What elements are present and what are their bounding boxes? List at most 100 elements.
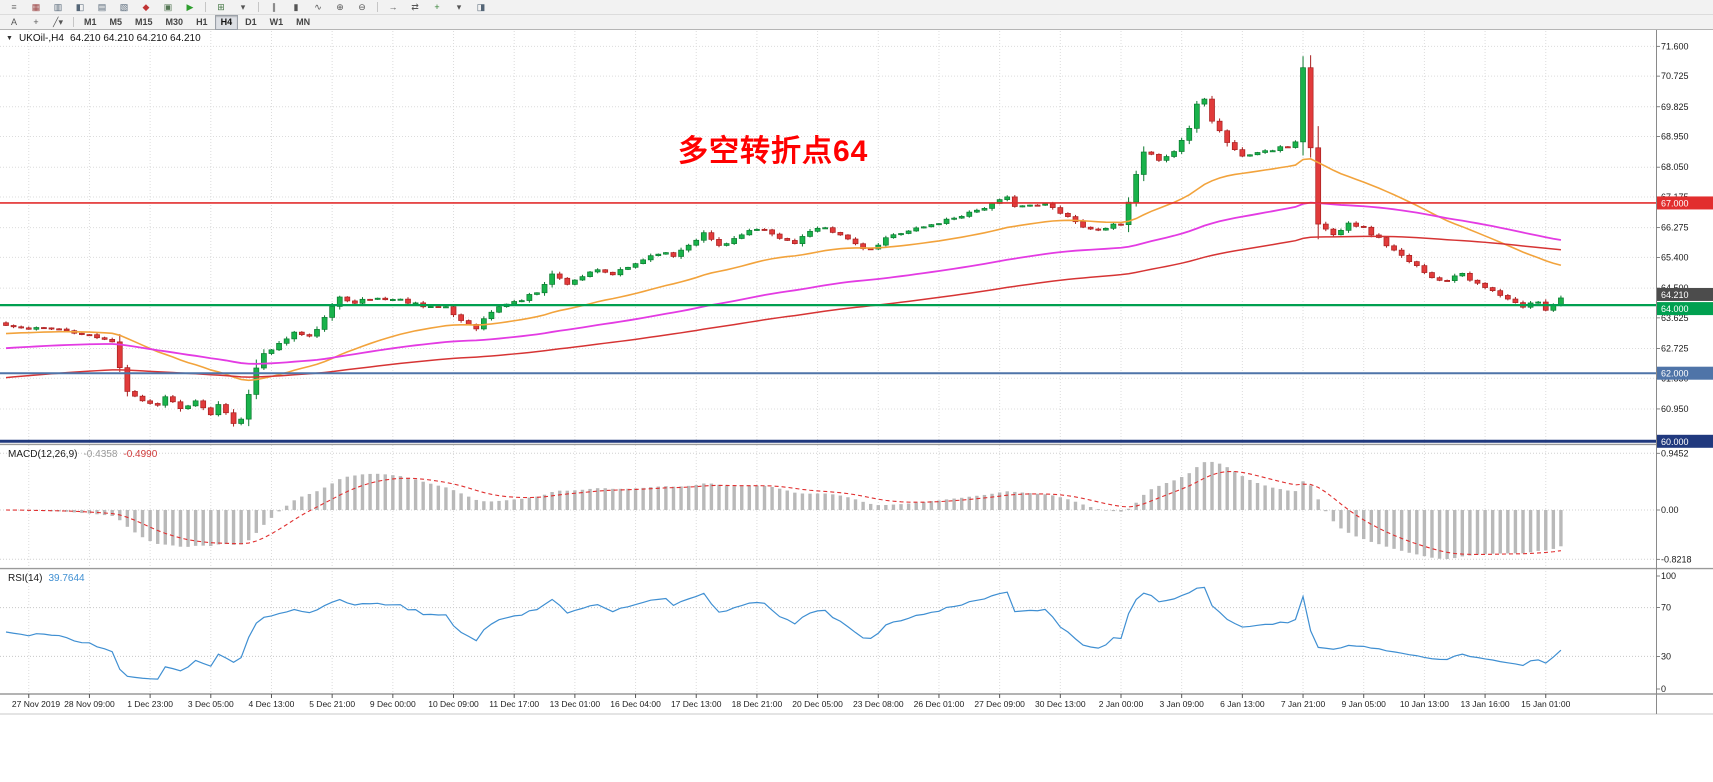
date-tick-label: 4 Dec 13:00 bbox=[249, 699, 295, 709]
macd-signal-value: -0.4990 bbox=[123, 449, 158, 460]
hline-price-tag bbox=[1657, 196, 1713, 210]
pane-separators bbox=[0, 443, 1713, 715]
timeframe-h1[interactable]: H1 bbox=[196, 17, 208, 27]
new-chart-icon[interactable]: ⊞ bbox=[217, 1, 225, 12]
date-tick-label: 13 Dec 01:00 bbox=[550, 699, 601, 709]
date-tick-label: 11 Dec 17:00 bbox=[489, 699, 539, 709]
toolbars-handle[interactable]: ≡ bbox=[11, 1, 17, 12]
chart-annotation-text: 多空转折点64 bbox=[678, 135, 869, 168]
toolbar-standard: ≡ ▦ ▥ ◧ ▤ ▧ ◆ ▣ ▶ ⊞ ▾ ∥ ▮ ∿ ⊕ ⊖ → ⇄ + ▾ ◨ bbox=[0, 0, 1713, 15]
macd-tick-label: -0.8218 bbox=[1661, 554, 1692, 564]
date-tick-label: 3 Dec 05:00 bbox=[188, 699, 234, 709]
line-chart-icon[interactable]: ∿ bbox=[314, 1, 322, 12]
price-tick-label: 71.600 bbox=[1661, 41, 1689, 51]
macd-signal-line bbox=[5, 470, 1562, 555]
timeframe-switcher: M1 M5 M15 M30 H1 H4 D1 W1 MN bbox=[78, 14, 317, 30]
autotrading-icon[interactable]: ▶ bbox=[186, 1, 194, 12]
rsi-indicator-label: RSI(14) 39.7644 bbox=[8, 573, 85, 584]
price-tick-label: 60.950 bbox=[1661, 404, 1689, 414]
zoom-out-icon[interactable]: ⊖ bbox=[358, 1, 366, 12]
date-tick-label: 7 Jan 21:00 bbox=[1281, 699, 1326, 709]
rsi-line bbox=[5, 586, 1562, 680]
date-tick-label: 30 Dec 13:00 bbox=[1035, 699, 1086, 709]
candlestick-chart-icon[interactable]: ▮ bbox=[293, 1, 299, 12]
date-tick-label: 23 Dec 08:00 bbox=[853, 699, 904, 709]
timeframe-m30[interactable]: M30 bbox=[165, 17, 184, 27]
rsi-value: 39.7644 bbox=[48, 573, 85, 584]
macd-main-value: -0.4358 bbox=[83, 449, 118, 460]
timeframe-mn[interactable]: MN bbox=[296, 17, 311, 27]
zoom-in-icon[interactable]: ⊕ bbox=[336, 1, 344, 12]
periods-dropdown-icon[interactable]: ▾ bbox=[456, 1, 462, 12]
price-tick-label: 62.725 bbox=[1661, 344, 1689, 354]
hline-price-tag bbox=[1657, 366, 1713, 380]
date-tick-label: 16 Dec 04:00 bbox=[610, 699, 661, 709]
timeframe-m15[interactable]: M15 bbox=[135, 17, 153, 27]
date-tick-label: 28 Nov 09:00 bbox=[64, 699, 115, 709]
date-tick-label: 20 Dec 05:00 bbox=[792, 699, 843, 709]
svg-text:67.000: 67.000 bbox=[1661, 198, 1689, 208]
grid-layer bbox=[0, 31, 1656, 693]
timeframe-d1[interactable]: D1 bbox=[245, 17, 257, 27]
price-axis: 71.60070.72569.82568.95068.05067.17566.2… bbox=[1656, 30, 1692, 714]
line-studies-dropdown[interactable]: ╱▾ bbox=[53, 16, 63, 27]
toolbar-separator bbox=[377, 2, 378, 12]
price-tick-label: 70.725 bbox=[1661, 71, 1689, 81]
price-tick-label: 69.825 bbox=[1661, 102, 1689, 112]
timeframe-h4[interactable]: H4 bbox=[214, 14, 239, 30]
navigator-icon[interactable]: ◧ bbox=[75, 1, 85, 12]
date-tick-label: 27 Nov 2019 bbox=[12, 699, 60, 709]
macd-name: MACD(12,26,9) bbox=[8, 449, 78, 460]
svg-text:64.210: 64.210 bbox=[1661, 290, 1689, 300]
price-tick-label: 66.275 bbox=[1661, 223, 1689, 233]
indicators-icon[interactable]: + bbox=[434, 1, 440, 12]
date-tick-label: 18 Dec 21:00 bbox=[732, 699, 783, 709]
metaeditor-icon[interactable]: ▣ bbox=[163, 1, 173, 12]
text-label-tool[interactable]: A bbox=[10, 16, 17, 27]
rsi-tick-label: 0 bbox=[1661, 684, 1666, 694]
macd-tick-label: 0.9452 bbox=[1661, 448, 1689, 458]
terminal-icon[interactable]: ▤ bbox=[97, 1, 107, 12]
current-price-tag bbox=[1657, 287, 1713, 301]
rsi-tick-label: 100 bbox=[1661, 571, 1676, 581]
profiles-dropdown-icon[interactable]: ▾ bbox=[240, 1, 246, 12]
ma-fast-orange bbox=[5, 158, 1562, 382]
timeframe-m1[interactable]: M1 bbox=[84, 17, 97, 27]
date-tick-label: 6 Jan 13:00 bbox=[1220, 699, 1265, 709]
bar-chart-icon[interactable]: ∥ bbox=[271, 1, 277, 12]
line-studies-tools: A + ╱▾ bbox=[3, 15, 69, 30]
date-tick-label: 13 Jan 16:00 bbox=[1460, 699, 1509, 709]
date-tick-label: 27 Dec 09:00 bbox=[974, 699, 1025, 709]
timeframe-m5[interactable]: M5 bbox=[109, 17, 123, 27]
date-tick-label: 10 Jan 13:00 bbox=[1400, 699, 1449, 709]
strategy-tester-icon[interactable]: ▧ bbox=[119, 1, 129, 12]
toolbar-separator bbox=[258, 2, 259, 12]
price-tick-label: 68.950 bbox=[1661, 132, 1689, 142]
svg-text:62.000: 62.000 bbox=[1661, 369, 1689, 379]
date-tick-label: 15 Jan 01:00 bbox=[1521, 699, 1570, 709]
date-tick-label: 2 Jan 00:00 bbox=[1099, 699, 1144, 709]
ma-slow-red bbox=[5, 235, 1561, 379]
chart-shift-icon[interactable]: ⇄ bbox=[411, 1, 419, 12]
candles-layer bbox=[3, 55, 1564, 427]
market-watch-icon[interactable]: ▦ bbox=[31, 1, 41, 12]
toolbar-separator bbox=[205, 2, 206, 12]
auto-scroll-icon[interactable]: → bbox=[388, 1, 398, 12]
date-tick-label: 5 Dec 21:00 bbox=[309, 699, 355, 709]
price-tags: 67.000 64.000 62.000 60.000 64.210 bbox=[1657, 196, 1713, 448]
toolbar-separator bbox=[73, 17, 74, 27]
date-axis: 27 Nov 2019 28 Nov 09:00 1 Dec 23:00 3 Dec … bbox=[12, 694, 1571, 709]
ma-mid-magenta bbox=[5, 201, 1562, 365]
crosshair-tool[interactable]: + bbox=[33, 16, 39, 27]
new-order-icon[interactable]: ◆ bbox=[142, 1, 150, 12]
date-tick-label: 26 Dec 01:00 bbox=[914, 699, 965, 709]
data-window-icon[interactable]: ▥ bbox=[53, 1, 63, 12]
macd-tick-label: 0.00 bbox=[1661, 505, 1679, 515]
hline-price-tag bbox=[1657, 302, 1713, 316]
chart-ohlc-readout: ▼ UKOil-,H4 64.210 64.210 64.210 64.210 bbox=[6, 33, 201, 44]
collapse-quote-icon[interactable]: ▼ bbox=[6, 35, 13, 42]
templates-icon[interactable]: ◨ bbox=[476, 1, 486, 12]
timeframe-w1[interactable]: W1 bbox=[269, 17, 284, 27]
